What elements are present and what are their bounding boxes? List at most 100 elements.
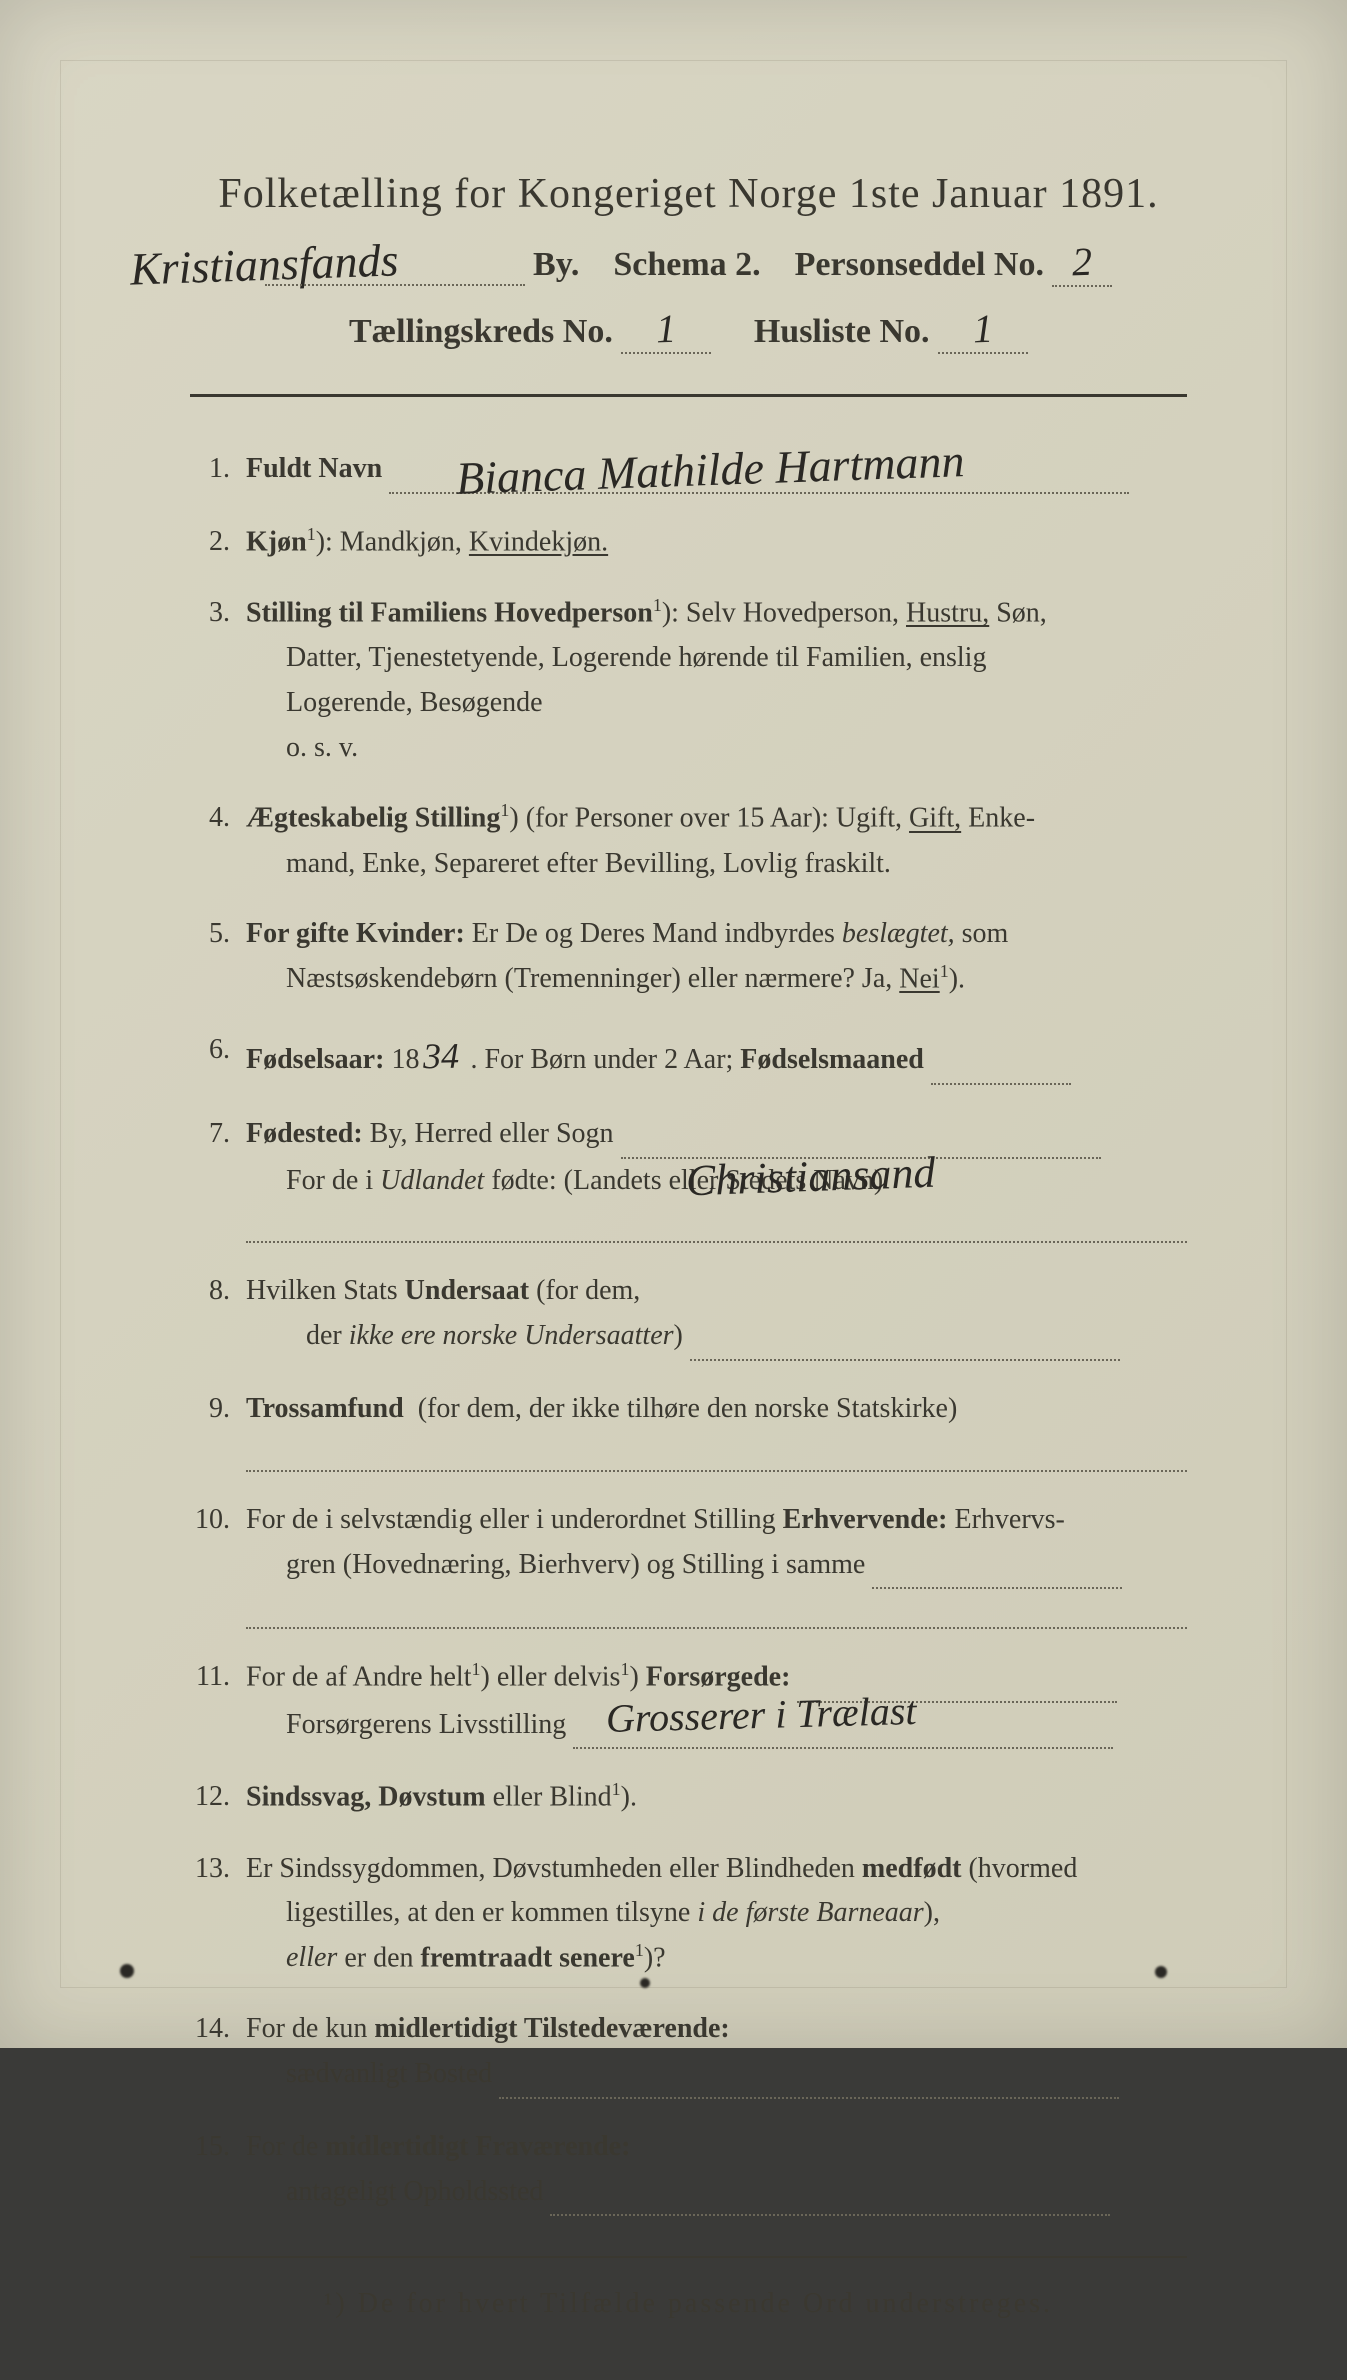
- q4-c: Enke-: [968, 803, 1035, 834]
- item-6-body: Fødselsaar: 1834 . For Børn under 2 Aar;…: [246, 1028, 1187, 1086]
- item-5-num: 5.: [190, 912, 246, 1002]
- q11-a: For de af Andre helt: [246, 1662, 472, 1693]
- item-13: 13. Er Sindssygdommen, Døvstumheden elle…: [190, 1847, 1187, 1982]
- q6-label: Fødselsaar:: [246, 1044, 384, 1075]
- q5-label: For gifte Kvinder:: [246, 918, 465, 949]
- form-content: Folketælling for Kongeriget Norge 1ste J…: [40, 50, 1307, 2380]
- item-9-num: 9.: [190, 1387, 246, 1472]
- q10-dotted-line: [246, 1603, 1187, 1629]
- item-9-body: Trossamfund (for dem, der ikke tilhøre d…: [246, 1387, 1187, 1472]
- q14-l2: sædvanligt Bosted: [246, 2058, 492, 2089]
- item-4-body: Ægteskabelig Stilling1) (for Personer ov…: [246, 796, 1187, 886]
- q13-a: Er Sindssygdommen, Døvstumheden eller Bl…: [246, 1853, 855, 1884]
- item-10: 10. For de i selvstændig eller i underor…: [190, 1498, 1187, 1630]
- q15-a: For de: [246, 2131, 318, 2162]
- q14-bold: midlertidigt Tilstedeværende:: [374, 2013, 729, 2044]
- q9-label: Trossamfund: [246, 1393, 404, 1424]
- q6-label2: Fødselsmaaned: [740, 1044, 924, 1075]
- q6-field: [931, 1038, 1071, 1085]
- q7-t: By, Herred eller Sogn: [370, 1118, 614, 1149]
- main-title: Folketælling for Kongeriget Norge 1ste J…: [170, 170, 1207, 218]
- q13-bold-a: medfødt: [862, 1853, 962, 1884]
- item-5: 5. For gifte Kvinder: Er De og Deres Man…: [190, 912, 1187, 1002]
- q8-field: [690, 1314, 1120, 1361]
- item-4-num: 4.: [190, 796, 246, 886]
- item-3-num: 3.: [190, 591, 246, 771]
- handwritten-kreds-no: 1: [656, 305, 678, 353]
- header-rule: [190, 394, 1187, 397]
- item-15-body: For de midlertidigt Fraværende: antageli…: [246, 2125, 1187, 2217]
- q13-l2a: ligestilles, at den er kommen tilsyne: [246, 1897, 690, 1928]
- q2-opt-a: Mandkjøn,: [340, 526, 462, 557]
- item-10-body: For de i selvstændig eller i underordnet…: [246, 1498, 1187, 1630]
- husliste-field: 1: [938, 305, 1028, 354]
- item-6: 6. Fødselsaar: 1834 . For Børn under 2 A…: [190, 1028, 1187, 1086]
- footnote-rule: [190, 2256, 1187, 2258]
- item-14-body: For de kun midlertidigt Tilstedeværende:…: [246, 2007, 1187, 2099]
- q13-l2-ital: i de første Barneaar: [697, 1897, 923, 1928]
- item-6-num: 6.: [190, 1028, 246, 1086]
- item-1-body: Fuldt Navn Bianca Mathilde Hartmann: [246, 447, 1187, 494]
- city-field: [265, 246, 525, 286]
- q14-field: [499, 2052, 1119, 2099]
- item-11-body: For de af Andre helt1) eller delvis1) Fo…: [246, 1655, 1187, 1749]
- item-11: 11. For de af Andre helt1) eller delvis1…: [190, 1655, 1187, 1749]
- ink-spot: [120, 1964, 134, 1978]
- q6-t2: . For Børn under 2 Aar;: [470, 1044, 733, 1075]
- personseddel-no-field: 2: [1052, 238, 1112, 287]
- q13-l3-ital: eller: [246, 1942, 337, 1973]
- handwritten-husliste-no: 1: [972, 305, 994, 353]
- item-7-num: 7.: [190, 1112, 246, 1244]
- item-14-num: 14.: [190, 2007, 246, 2099]
- kreds-label: Tællingskreds No.: [349, 313, 613, 350]
- q8-l2a: der: [246, 1320, 342, 1351]
- handwritten-birthplace: Christiansand: [685, 1138, 937, 1217]
- item-2-body: Kjøn1): Mandkjøn, Kvindekjøn.: [246, 520, 1187, 565]
- handwritten-provider: Grosserer i Trælast: [605, 1679, 917, 1751]
- item-15-num: 15.: [190, 2125, 246, 2217]
- q6-prefix: 18: [391, 1044, 419, 1075]
- q15-bold: midlertidigt Fraværende:: [325, 2131, 630, 2162]
- item-1-num: 1.: [190, 447, 246, 494]
- item-8-body: Hvilken Stats Undersaat (for dem, der ik…: [246, 1269, 1187, 1361]
- subtitle-row-2: Tællingskreds No. 1 Husliste No. 1: [170, 305, 1207, 354]
- q7-l2a: For de i: [246, 1165, 373, 1196]
- q4-l2: mand, Enke, Separeret efter Bevilling, L…: [246, 848, 891, 879]
- handwritten-name: Bianca Mathilde Hartmann: [455, 424, 966, 515]
- q9-dotted-line: [246, 1446, 1187, 1472]
- footnote: ¹) De for hvert Tilfælde passende Ord un…: [170, 2288, 1207, 2320]
- husliste-label: Husliste No.: [754, 313, 930, 350]
- q7-l2-ital: Udlandet: [380, 1165, 484, 1196]
- item-8-num: 8.: [190, 1269, 246, 1361]
- q4-a: (for Personer over 15 Aar): Ugift,: [526, 803, 902, 834]
- item-13-num: 13.: [190, 1847, 246, 1982]
- q8-l2-ital: ikke ere norske Undersaatter: [349, 1320, 674, 1351]
- q3-c: Søn,: [996, 597, 1047, 628]
- q8-label: Undersaat: [405, 1275, 529, 1306]
- q3-l3: Logerende, Besøgende: [246, 687, 543, 718]
- item-7-body: Fødested: By, Herred eller Sogn Christia…: [246, 1112, 1187, 1244]
- item-2: 2. Kjøn1): Mandkjøn, Kvindekjøn.: [190, 520, 1187, 565]
- q7-dotted-line: [246, 1217, 1187, 1243]
- item-9: 9. Trossamfund (for dem, der ikke tilhør…: [190, 1387, 1187, 1472]
- q5-t2: som: [962, 918, 1009, 949]
- q10-b: Erhvervs-: [954, 1504, 1064, 1535]
- personseddel-label: Personseddel No.: [795, 246, 1044, 283]
- scanned-page: Folketælling for Kongeriget Norge 1ste J…: [0, 0, 1347, 2048]
- handwritten-year: 34: [423, 1028, 460, 1086]
- q5-ital: beslægtet,: [842, 918, 955, 949]
- q14-a: For de kun: [246, 2013, 367, 2044]
- item-12: 12. Sindssvag, Døvstum eller Blind1).: [190, 1775, 1187, 1820]
- q5-l2b: Nei: [899, 963, 939, 994]
- item-12-num: 12.: [190, 1775, 246, 1820]
- q3-l2: Datter, Tjenestetyende, Logerende hørend…: [246, 642, 986, 673]
- item-12-body: Sindssvag, Døvstum eller Blind1).: [246, 1775, 1187, 1820]
- item-10-num: 10.: [190, 1498, 246, 1630]
- q15-field: [550, 2170, 1110, 2217]
- q13-l3-bold: fremtraadt senere: [421, 1942, 635, 1973]
- q10-label: Erhvervende:: [783, 1504, 948, 1535]
- schema-label: Schema 2.: [613, 246, 760, 283]
- item-4: 4. Ægteskabelig Stilling1) (for Personer…: [190, 796, 1187, 886]
- q11-b: eller delvis: [497, 1662, 621, 1693]
- item-1: 1. Fuldt Navn Bianca Mathilde Hartmann: [190, 447, 1187, 494]
